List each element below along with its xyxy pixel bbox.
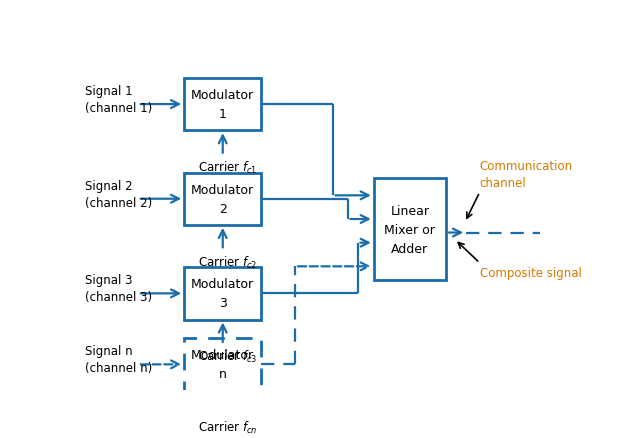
Bar — [184, 173, 261, 226]
Text: Carrier $f_{cn}$: Carrier $f_{cn}$ — [198, 419, 258, 435]
Bar — [184, 79, 261, 131]
Text: Signal 1
(channel 1): Signal 1 (channel 1) — [86, 85, 153, 115]
Text: Signal n
(channel n): Signal n (channel n) — [86, 345, 153, 374]
Bar — [374, 179, 446, 280]
Bar — [184, 268, 261, 320]
Text: Linear
Mixer or
Adder: Linear Mixer or Adder — [384, 204, 435, 255]
Text: Modulator
3: Modulator 3 — [191, 278, 254, 310]
Bar — [184, 339, 261, 391]
Text: Modulator
2: Modulator 2 — [191, 184, 254, 215]
Text: Modulator
n: Modulator n — [191, 349, 254, 381]
Text: Composite signal: Composite signal — [480, 267, 582, 280]
Text: Carrier $f_{c1}$: Carrier $f_{c1}$ — [198, 159, 258, 176]
Text: Modulator
1: Modulator 1 — [191, 89, 254, 121]
Text: Signal 3
(channel 3): Signal 3 (channel 3) — [86, 274, 153, 304]
Text: Carrier $f_{c3}$: Carrier $f_{c3}$ — [198, 349, 258, 364]
Text: Signal 2
(channel 2): Signal 2 (channel 2) — [86, 179, 153, 209]
Text: Carrier $f_{c2}$: Carrier $f_{c2}$ — [198, 254, 258, 270]
Text: Communication
channel: Communication channel — [480, 159, 573, 189]
